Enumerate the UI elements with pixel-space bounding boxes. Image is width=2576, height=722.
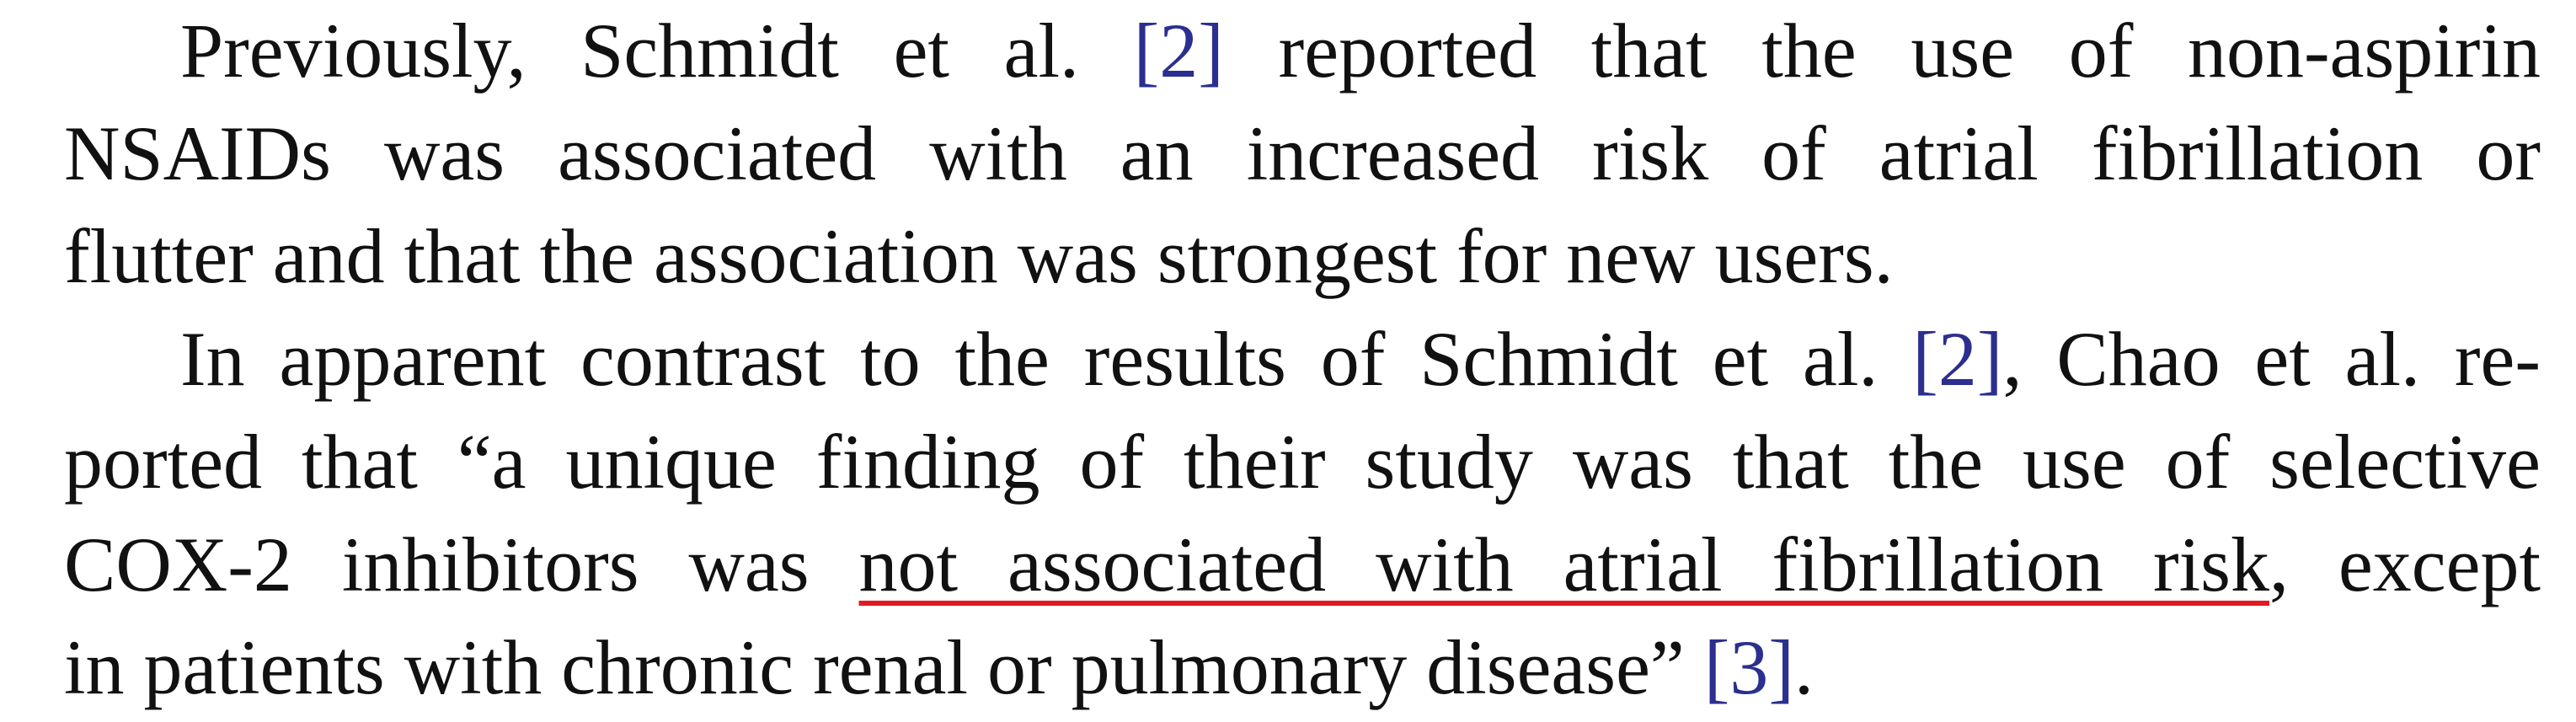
text-segment: flutter and that the association was str… xyxy=(64,213,1894,299)
paragraph-2-line-2: ported that “a unique finding of their s… xyxy=(64,411,2541,512)
citation-link[interactable]: [3] xyxy=(1703,624,1795,710)
text-segment: COX-2 inhibitors was xyxy=(64,521,859,607)
text-segment: Previously, Schmidt et al. xyxy=(180,8,1134,94)
paragraph-2-line-4: in patients with chronic renal or pulmon… xyxy=(64,617,2541,718)
text-segment: In apparent contrast to the results of S… xyxy=(180,316,1913,402)
paragraph-1-line-1: Previously, Schmidt et al. [2] reported … xyxy=(180,0,2541,101)
text-segment: in patients with chronic renal or pulmon… xyxy=(64,624,1704,710)
citation-link[interactable]: [2] xyxy=(1912,316,2003,402)
text-segment: , except xyxy=(2269,521,2541,607)
text-segment: reported that the use of non-aspirin xyxy=(1223,8,2541,94)
highlighted-phrase: not associated with atrial fibrillation … xyxy=(858,521,2269,607)
paragraph-1-line-3: flutter and that the association was str… xyxy=(64,206,2541,307)
paragraph-2-line-3: COX-2 inhibitors was not associated with… xyxy=(64,514,2541,615)
text-segment: . xyxy=(1794,624,1814,710)
text-segment: , Chao et al. re- xyxy=(2002,316,2541,402)
paragraph-1-line-2: NSAIDs was associated with an increased … xyxy=(64,103,2541,204)
text-segment: NSAIDs was associated with an increased … xyxy=(64,110,2541,196)
text-segment: ported that “a unique finding of their s… xyxy=(64,419,2541,505)
citation-link[interactable]: [2] xyxy=(1133,8,1224,94)
paragraph-2-line-1: In apparent contrast to the results of S… xyxy=(180,308,2541,409)
